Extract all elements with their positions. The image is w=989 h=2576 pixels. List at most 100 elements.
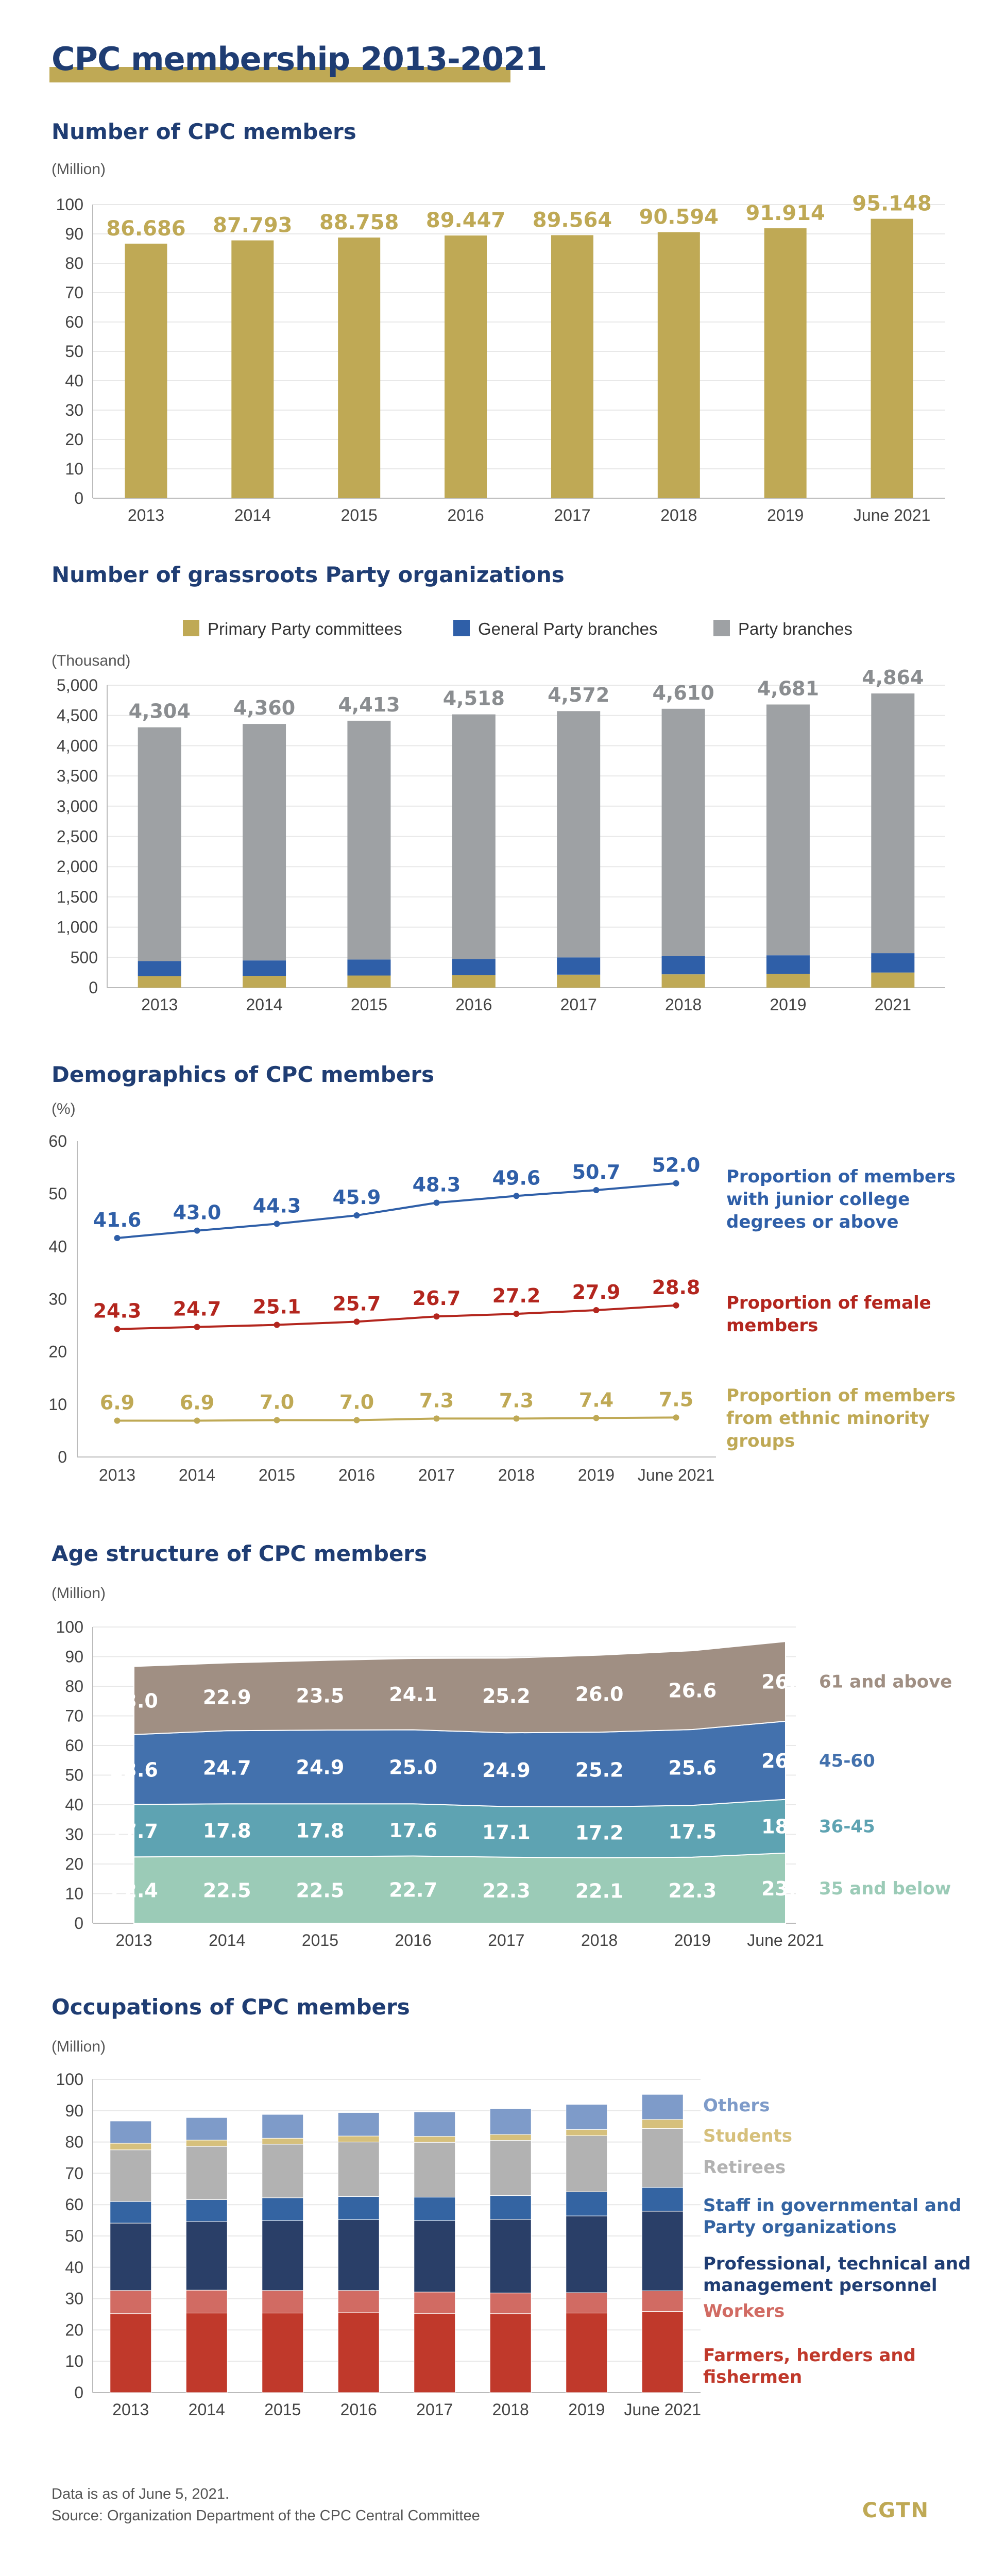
area-band — [133, 1641, 786, 1735]
data-label: 24.9 — [296, 1756, 345, 1779]
y-tick-label: 5,000 — [57, 676, 98, 694]
data-label: 95.148 — [852, 192, 931, 216]
bar-segment — [243, 724, 286, 961]
y-tick-label: 20 — [65, 1855, 83, 1873]
legend-label: Party branches — [738, 619, 852, 638]
data-point — [353, 1417, 360, 1423]
total-label: 4,572 — [548, 684, 609, 706]
y-tick-label: 0 — [89, 978, 98, 997]
chart-title: Age structure of CPC members — [52, 1541, 427, 1566]
bar-segment — [641, 2211, 684, 2291]
bar-segment — [641, 2187, 684, 2212]
x-tick-label: 2016 — [455, 995, 492, 1014]
data-point — [194, 1227, 200, 1234]
footer-note: Data is as of June 5, 2021. — [52, 2486, 229, 2502]
bar-segment — [661, 956, 705, 975]
data-label: 27.2 — [492, 1284, 541, 1307]
bar-segment — [262, 2144, 304, 2198]
data-label: 26.9 — [761, 1671, 810, 1693]
x-tick-label: 2013 — [112, 2400, 149, 2419]
x-tick-label: 2017 — [418, 1466, 455, 1484]
y-tick-label: 2,500 — [57, 827, 98, 846]
legend-swatch — [453, 620, 470, 636]
bar — [764, 228, 807, 498]
series-name: Proportion of members from ethnic minorit… — [726, 1385, 956, 1451]
series-name: Retirees — [703, 2157, 786, 2178]
bar-segment — [557, 957, 601, 975]
series-name: 61 and above — [819, 1672, 952, 1692]
data-label: 7.3 — [499, 1389, 534, 1412]
data-point — [353, 1318, 360, 1325]
bar-segment — [337, 2196, 380, 2220]
data-label: 23.0 — [110, 1690, 158, 1713]
x-tick-label: 2021 — [875, 995, 911, 1014]
total-label: 4,610 — [652, 682, 714, 704]
data-point — [593, 1415, 600, 1421]
bar-segment — [347, 975, 391, 988]
x-tick-label: 2015 — [351, 995, 387, 1014]
data-label: 23.5 — [296, 1685, 345, 1707]
data-label: 25.2 — [482, 1685, 531, 1707]
y-tick-label: 30 — [48, 1290, 67, 1309]
data-label: 50.7 — [572, 1161, 621, 1183]
y-tick-label: 40 — [65, 2258, 83, 2277]
bar-segment — [262, 2138, 304, 2145]
y-tick-label: 30 — [65, 2290, 83, 2308]
y-tick-label: 60 — [48, 1132, 67, 1150]
data-label: 7.3 — [419, 1389, 454, 1412]
data-point — [194, 1417, 200, 1424]
bar-segment — [641, 2290, 684, 2312]
bar-segment — [414, 2111, 456, 2137]
bar-segment — [766, 704, 810, 956]
data-label: 7.5 — [659, 1388, 693, 1411]
y-tick-label: 50 — [65, 342, 83, 361]
bar-segment — [641, 2128, 684, 2188]
bar-segment — [337, 2142, 380, 2197]
y-tick-label: 4,000 — [57, 736, 98, 755]
x-tick-label: 2019 — [578, 1466, 615, 1484]
y-tick-label: 80 — [65, 1677, 83, 1696]
page-title: CPC membership 2013-2021 — [52, 40, 547, 78]
x-tick-label: 2014 — [246, 995, 282, 1014]
chart-title: Number of CPC members — [52, 119, 356, 144]
bar — [657, 232, 700, 498]
x-tick-label: 2015 — [264, 2400, 301, 2419]
bar-segment — [243, 960, 286, 976]
x-tick-label: 2018 — [660, 506, 697, 524]
y-tick-label: 40 — [65, 371, 83, 390]
y-tick-label: 0 — [74, 489, 83, 507]
total-label: 4,413 — [338, 693, 400, 716]
y-tick-label: 1,500 — [57, 888, 98, 906]
y-tick-label: 100 — [56, 195, 83, 214]
bar-segment — [871, 953, 915, 973]
bar — [445, 235, 487, 498]
age-structure-chart: Age structure of CPC members (Million) 0 10… — [52, 1541, 952, 1950]
x-tick-label: 2014 — [234, 506, 271, 524]
y-tick-label: 20 — [48, 1343, 67, 1361]
bar-segment — [641, 2094, 684, 2120]
bar-segment — [414, 2136, 456, 2143]
x-tick-label: 2018 — [492, 2400, 529, 2419]
bar-segment — [110, 2313, 152, 2393]
bar-segment — [262, 2220, 304, 2291]
bar-segment — [185, 2199, 228, 2222]
data-point — [114, 1234, 121, 1241]
series-name: Workers — [703, 2301, 785, 2321]
data-label: 25.2 — [575, 1759, 624, 1782]
x-tick-label: 2016 — [338, 1466, 375, 1484]
bar-segment — [414, 2197, 456, 2221]
bar-segment — [347, 720, 391, 960]
brand-logo: CGTN — [862, 2499, 929, 2522]
bar-segment — [871, 972, 915, 988]
occupations-chart: Occupations of CPC members (Million) 0 10 20… — [52, 1994, 971, 2419]
data-label: 89.564 — [533, 208, 612, 232]
legend-swatch — [713, 620, 730, 636]
data-label: 17.5 — [668, 1820, 717, 1843]
series-name: Proportion of members with junior college… — [726, 1166, 956, 1232]
y-tick-label: 0 — [74, 1914, 83, 1933]
bar-segment — [138, 961, 181, 976]
y-tick-label: 50 — [65, 1766, 83, 1785]
bar-segment — [110, 2201, 152, 2224]
bar-segment — [185, 2290, 228, 2314]
series-name: Students — [703, 2126, 792, 2146]
